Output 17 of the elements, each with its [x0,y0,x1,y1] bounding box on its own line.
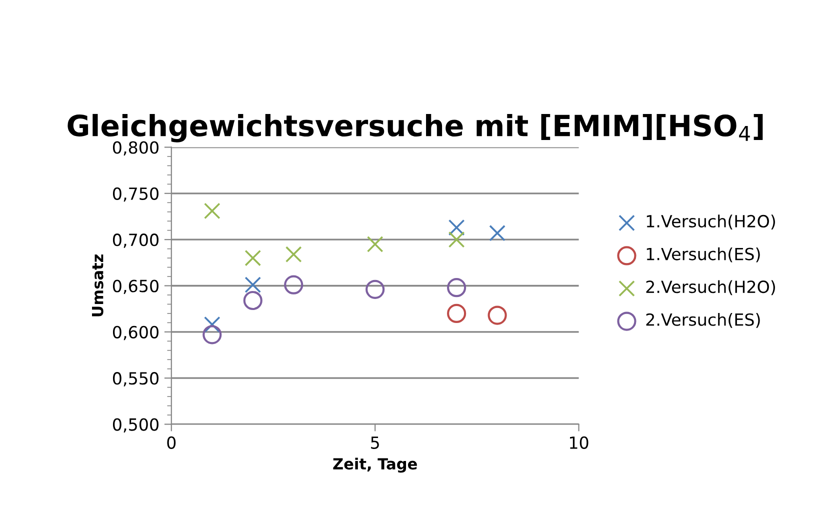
y-tick-label: 0,550 [112,372,158,386]
x-tick-label: 0 [167,436,176,449]
y-tick-label: 0,700 [112,234,158,248]
x-tick-label: 10 [570,436,588,449]
y-tick-label: 0,750 [112,187,158,202]
x-axis-title: Zeit, Tage [333,458,417,473]
y-tick-label: 0,500 [112,418,158,433]
y-tick-label: 0,600 [112,326,158,340]
y-tick-label: 0,650 [112,280,158,294]
x-tick-label: 5 [371,436,379,449]
chart-title: Gleichgewichtsversuche mit [EMIM][HSO$_{4}$] [68,114,763,142]
legend-label: 1.Versuch(H2O) [646,214,775,230]
legend-label: 2.Versuch(H2O) [646,280,775,296]
legend-label: 2.Versuch(ES) [646,313,760,328]
legend-label: 1.Versuch(ES) [646,247,760,262]
y-tick-label: 0,800 [112,141,158,156]
y-axis-title: Umsatz [92,254,104,316]
